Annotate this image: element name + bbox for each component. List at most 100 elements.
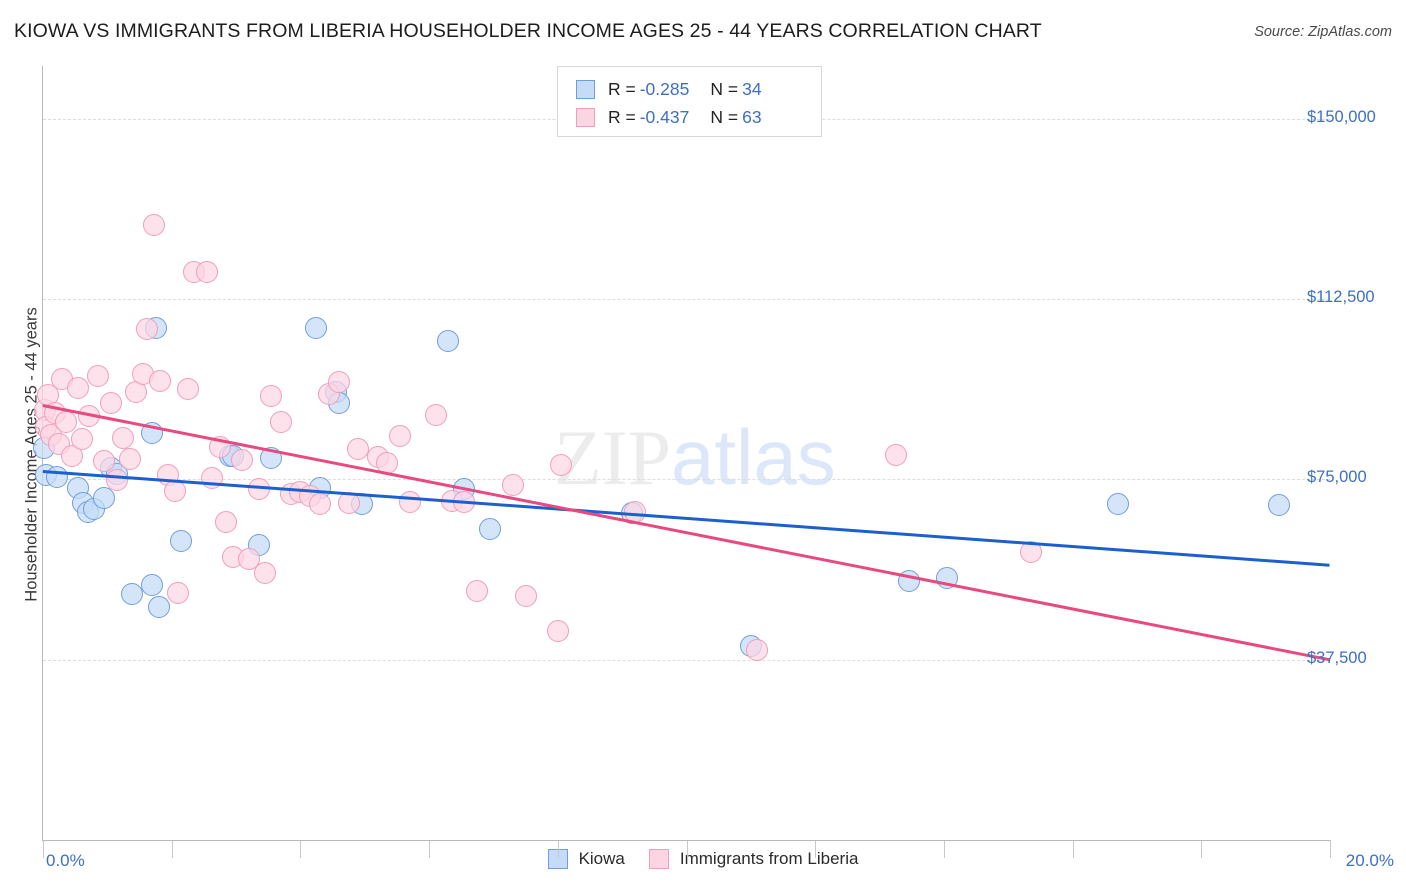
data-point[interactable] <box>501 474 524 497</box>
data-point[interactable] <box>78 405 101 428</box>
data-point[interactable] <box>389 425 412 448</box>
data-point[interactable] <box>208 436 231 459</box>
plot-area <box>33 66 1330 840</box>
data-point[interactable] <box>86 364 109 387</box>
gridline <box>43 479 1330 481</box>
data-point[interactable] <box>167 582 190 605</box>
data-point[interactable] <box>1267 494 1290 517</box>
data-point[interactable] <box>60 444 83 467</box>
series-legend-item-liberia[interactable]: Immigrants from Liberia <box>648 849 859 869</box>
data-point[interactable] <box>466 580 489 603</box>
data-point[interactable] <box>163 479 186 502</box>
data-point[interactable] <box>141 573 164 596</box>
x-axis-tick <box>300 841 302 858</box>
series-swatch-kiowa <box>547 849 568 869</box>
data-point[interactable] <box>260 384 283 407</box>
data-point[interactable] <box>424 403 447 426</box>
legend-row-liberia: R = -0.437 N = 63 <box>576 103 821 131</box>
data-point[interactable] <box>897 570 920 593</box>
data-point[interactable] <box>112 427 135 450</box>
data-point[interactable] <box>550 453 573 476</box>
r-value-liberia: -0.437 <box>639 106 690 127</box>
data-point[interactable] <box>1019 541 1042 564</box>
data-point[interactable] <box>93 450 116 473</box>
x-axis-label-min: 0.0% <box>46 851 85 870</box>
data-point[interactable] <box>746 638 769 661</box>
data-point[interactable] <box>1106 492 1129 515</box>
series-label-liberia: Immigrants from Liberia <box>679 849 859 868</box>
data-point[interactable] <box>453 490 476 513</box>
gridline <box>43 659 1330 661</box>
data-point[interactable] <box>149 369 172 392</box>
n-value-liberia: 63 <box>742 106 762 127</box>
data-point[interactable] <box>479 518 502 541</box>
data-point[interactable] <box>308 493 331 516</box>
n-label-kiowa: N = <box>710 78 739 99</box>
x-axis-tick <box>1201 841 1203 858</box>
data-point[interactable] <box>70 427 93 450</box>
data-point[interactable] <box>200 467 223 490</box>
x-axis-tick <box>171 841 173 858</box>
data-point[interactable] <box>270 411 293 434</box>
data-point[interactable] <box>247 477 270 500</box>
y-axis-tick-label: $75,000 <box>1307 468 1367 487</box>
series-label-kiowa: Kiowa <box>578 849 625 868</box>
data-point[interactable] <box>170 529 193 552</box>
data-point[interactable] <box>147 596 170 619</box>
x-axis-tick <box>43 841 44 858</box>
x-axis-tick <box>429 841 431 858</box>
data-point[interactable] <box>624 501 647 524</box>
gridline <box>43 299 1330 301</box>
source-label: Source: ZipAtlas.com <box>1254 24 1392 40</box>
data-point[interactable] <box>93 487 116 510</box>
data-point[interactable] <box>54 411 77 434</box>
x-axis-tick <box>1330 841 1331 858</box>
data-point[interactable] <box>120 582 143 605</box>
y-axis-tick-label: $150,000 <box>1307 107 1376 126</box>
y-axis-tick-label: $37,500 <box>1307 648 1367 667</box>
x-axis-tick <box>815 841 817 858</box>
r-label-liberia: R = <box>608 106 636 127</box>
data-point[interactable] <box>398 491 421 514</box>
data-point[interactable] <box>136 317 159 340</box>
data-point[interactable] <box>118 448 141 471</box>
x-axis-label-max: 20.0% <box>1345 851 1394 870</box>
r-label-kiowa: R = <box>608 78 636 99</box>
data-point[interactable] <box>884 443 907 466</box>
data-point[interactable] <box>176 378 199 401</box>
x-axis-tick <box>1072 841 1074 858</box>
data-point[interactable] <box>936 567 959 590</box>
x-axis-tick <box>943 841 945 858</box>
data-point[interactable] <box>337 492 360 515</box>
data-point[interactable] <box>437 329 460 352</box>
series-legend: Kiowa Immigrants from Liberia <box>0 849 1406 869</box>
legend-row-kiowa: R = -0.285 N = 34 <box>576 75 821 103</box>
data-point[interactable] <box>305 316 328 339</box>
data-point[interactable] <box>46 466 69 489</box>
data-point[interactable] <box>231 448 254 471</box>
x-axis-line <box>43 840 1331 841</box>
y-axis-tick-label: $112,500 <box>1307 288 1375 307</box>
trendline-liberia <box>42 404 1330 662</box>
data-point[interactable] <box>514 584 537 607</box>
data-point[interactable] <box>142 214 165 237</box>
legend-swatch-kiowa <box>576 79 595 99</box>
x-axis-tick <box>557 841 559 858</box>
page-title: KIOWA VS IMMIGRANTS FROM LIBERIA HOUSEHO… <box>14 20 1042 42</box>
data-point[interactable] <box>237 547 260 570</box>
data-point[interactable] <box>106 469 128 492</box>
data-point[interactable] <box>215 511 238 534</box>
data-point[interactable] <box>67 376 90 399</box>
r-value-kiowa: -0.285 <box>639 78 690 99</box>
data-point[interactable] <box>141 422 164 445</box>
data-point[interactable] <box>196 261 219 284</box>
series-legend-item-kiowa[interactable]: Kiowa <box>547 849 625 869</box>
data-point[interactable] <box>546 620 569 643</box>
legend-swatch-liberia <box>576 107 595 127</box>
data-point[interactable] <box>328 371 350 394</box>
data-point[interactable] <box>254 561 276 584</box>
data-point[interactable] <box>260 446 283 469</box>
data-point[interactable] <box>99 392 122 415</box>
data-point[interactable] <box>376 451 399 474</box>
